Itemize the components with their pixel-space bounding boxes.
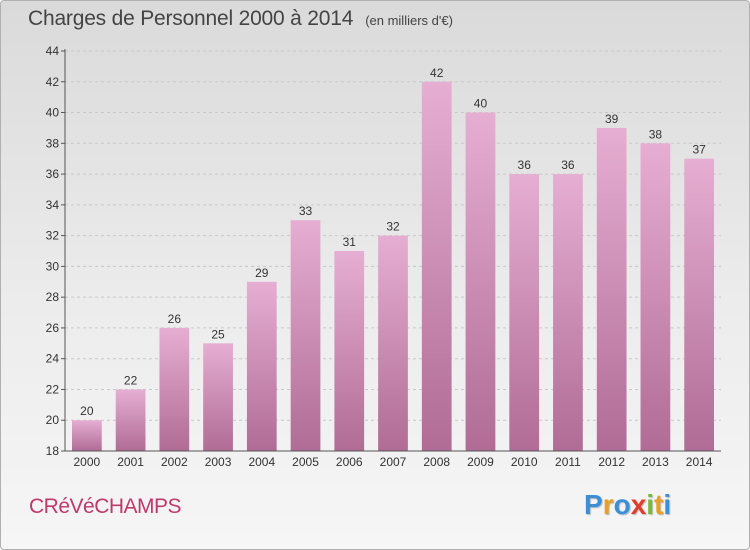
x-tick-label: 2004 [248, 455, 275, 469]
axis-layer: 18 20 22 24 26 28 30 32 34 36 38 40 42 44 2000 2001 2002… [46, 44, 721, 469]
x-tick-label: 2013 [642, 455, 669, 469]
data-label: 25 [211, 327, 225, 341]
logo-letter: x [630, 489, 647, 520]
data-label: 20 [80, 404, 94, 418]
bar-2007 [378, 235, 408, 451]
x-tick-label: 2010 [511, 455, 538, 469]
data-label: 36 [561, 158, 575, 172]
data-label: 36 [518, 158, 532, 172]
x-tick-label: 2002 [161, 455, 188, 469]
proxiti-logo: Proxiti [584, 489, 671, 521]
bar-2006 [334, 251, 365, 451]
y-tick-label: 38 [46, 136, 60, 150]
data-label: 29 [255, 266, 269, 280]
bar-2014 [684, 158, 715, 451]
y-tick-label: 28 [46, 290, 60, 304]
data-label: 39 [605, 112, 619, 126]
x-tick-label: 2011 [555, 455, 581, 469]
data-label: 38 [649, 127, 663, 141]
y-tick-label: 40 [46, 106, 60, 120]
y-tick-label: 36 [46, 167, 60, 181]
bars-layer: 20 22 26 25 29 33 31 32 42 40 36 36 39 38 37 [71, 66, 715, 452]
bar-2013 [640, 143, 671, 452]
data-label: 37 [692, 143, 706, 157]
x-tick-label: 2001 [117, 455, 144, 469]
y-tick-label: 26 [46, 321, 60, 335]
x-tick-label: 2006 [336, 455, 363, 469]
x-tick-label: 2005 [292, 455, 319, 469]
data-label: 31 [343, 235, 357, 249]
bar-2009 [465, 112, 496, 452]
x-tick-label: 2003 [205, 455, 232, 469]
title-row: Charges de Personnel 2000 à 2014 (en mill… [28, 7, 453, 31]
x-tick-label: 2000 [74, 455, 101, 469]
data-label: 40 [474, 97, 488, 111]
data-label: 42 [430, 66, 444, 80]
bar-2002 [159, 327, 190, 451]
y-tick-label: 30 [46, 259, 60, 273]
bar-2010 [509, 174, 540, 452]
chart-subtitle: (en milliers d'€) [365, 13, 453, 28]
bar-2000 [71, 420, 102, 451]
x-tick-label: 2008 [423, 455, 450, 469]
y-tick-label: 44 [46, 44, 60, 58]
y-tick-label: 42 [46, 75, 60, 89]
bar-2012 [596, 127, 627, 451]
logo-letter: o [613, 489, 631, 520]
data-label: 22 [124, 373, 138, 387]
data-label: 26 [168, 312, 182, 326]
city-name: CRéVéCHAMPS [29, 495, 182, 518]
chart-title: Charges de Personnel 2000 à 2014 [28, 7, 354, 30]
y-tick-label: 22 [46, 382, 60, 396]
bar-2008 [421, 81, 452, 452]
logo-letter: i [663, 489, 672, 520]
logo-letter: P [584, 489, 603, 520]
y-tick-label: 32 [46, 229, 60, 243]
y-tick-label: 20 [46, 413, 60, 427]
logo-letter: t [654, 489, 664, 520]
data-label: 32 [386, 220, 400, 234]
bar-2004 [246, 281, 277, 451]
x-tick-label: 2012 [598, 455, 625, 469]
y-tick-label: 18 [46, 444, 60, 458]
bar-2001 [115, 389, 146, 451]
x-tick-label: 2009 [467, 455, 494, 469]
logo-letter: i [646, 489, 655, 520]
x-tick-label: 2007 [380, 455, 407, 469]
logo-letter: r [602, 489, 614, 520]
bar-2011 [553, 174, 583, 452]
data-label: 33 [299, 204, 313, 218]
bar-2003 [203, 343, 233, 451]
y-tick-label: 34 [46, 198, 60, 212]
bar-2005 [290, 220, 321, 451]
x-tick-label: 2014 [686, 455, 713, 469]
y-tick-label: 24 [46, 352, 60, 366]
